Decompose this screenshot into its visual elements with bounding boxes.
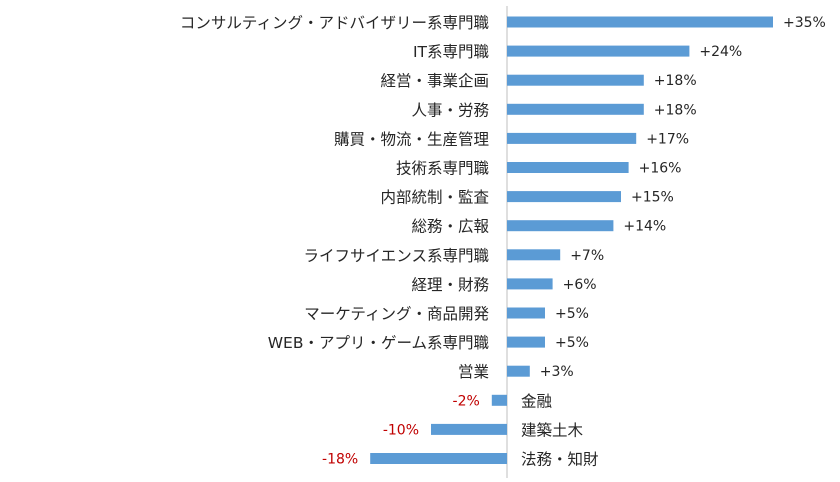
bar-2 bbox=[507, 74, 644, 86]
data-label-1: +24% bbox=[699, 44, 742, 60]
data-label-12: +3% bbox=[540, 364, 574, 380]
category-label-2: 経営・事業企画 bbox=[380, 72, 489, 90]
category-label-4: 購買・物流・生産管理 bbox=[334, 130, 489, 148]
bar-9 bbox=[507, 278, 553, 290]
category-label-11: WEB・アプリ・ゲーム系専門職 bbox=[268, 334, 490, 352]
data-label-0: +35% bbox=[783, 15, 826, 31]
data-label-5: +16% bbox=[639, 161, 682, 177]
category-label-14: 建築土木 bbox=[521, 421, 584, 439]
data-label-7: +14% bbox=[623, 219, 666, 235]
bar-12 bbox=[507, 365, 530, 377]
category-label-13: 金融 bbox=[521, 392, 552, 410]
bar-0 bbox=[507, 16, 773, 28]
bar-3 bbox=[507, 103, 644, 115]
bar-15 bbox=[370, 453, 507, 464]
bar-7 bbox=[507, 220, 614, 232]
category-label-7: 総務・広報 bbox=[411, 218, 489, 236]
category-label-5: 技術系専門職 bbox=[396, 160, 490, 178]
data-label-2: +18% bbox=[654, 73, 697, 89]
category-label-9: 経理・財務 bbox=[411, 276, 489, 294]
category-label-3: 人事・労務 bbox=[411, 101, 489, 119]
data-label-6: +15% bbox=[631, 190, 674, 206]
category-label-15: 法務・知財 bbox=[521, 451, 599, 469]
bar-5 bbox=[507, 162, 629, 173]
category-label-10: マーケティング・商品開発 bbox=[304, 305, 489, 323]
data-label-11: +5% bbox=[555, 335, 589, 351]
bar-14 bbox=[431, 423, 507, 435]
data-label-3: +18% bbox=[654, 102, 697, 118]
bar-4 bbox=[507, 132, 637, 144]
data-label-13: -2% bbox=[453, 393, 480, 409]
bar-10 bbox=[507, 307, 545, 319]
data-label-9: +6% bbox=[563, 277, 597, 293]
data-label-10: +5% bbox=[555, 306, 589, 322]
data-label-14: -10% bbox=[383, 422, 419, 438]
data-label-8: +7% bbox=[570, 248, 604, 264]
bar-8 bbox=[507, 249, 561, 261]
data-label-15: -18% bbox=[322, 452, 358, 468]
category-label-0: コンサルティング・アドバイザリー系専門職 bbox=[180, 14, 490, 32]
category-label-8: ライフサイエンス系専門職 bbox=[303, 247, 489, 265]
bar-1 bbox=[507, 45, 690, 57]
data-label-4: +17% bbox=[646, 131, 689, 147]
bar-6 bbox=[507, 191, 621, 203]
bar-11 bbox=[507, 336, 545, 348]
category-label-12: 営業 bbox=[458, 363, 489, 381]
bar-13 bbox=[491, 394, 507, 406]
category-label-6: 内部統制・監査 bbox=[380, 189, 489, 207]
category-label-1: IT系専門職 bbox=[413, 43, 490, 61]
